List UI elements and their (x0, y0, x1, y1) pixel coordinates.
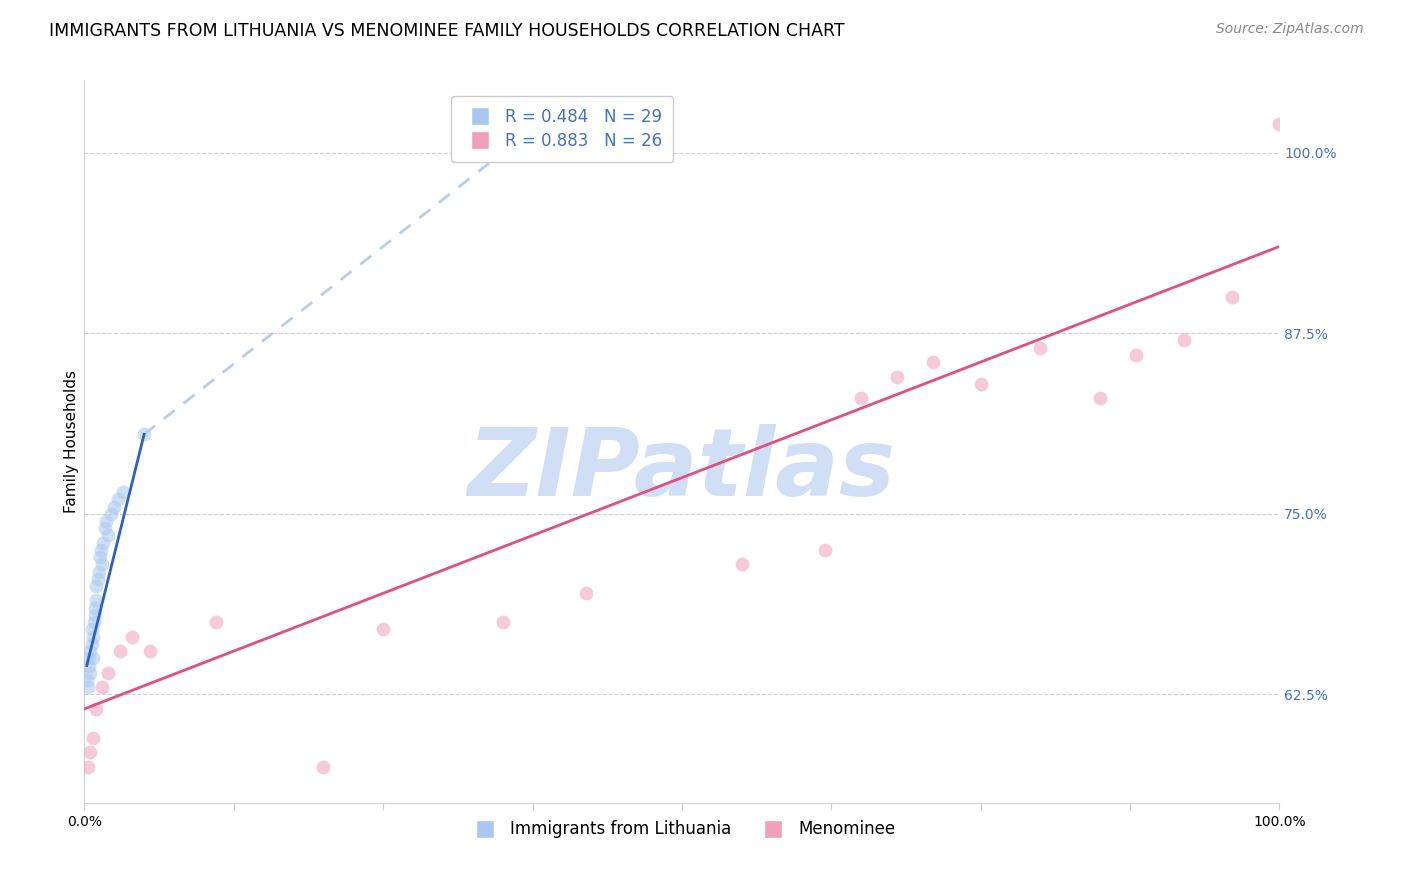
Point (312, 760, 335, 774)
Point (970, 376, 993, 391)
Point (91, 558, 114, 572)
Point (731, 558, 754, 572)
Point (76, 673, 98, 687)
Point (83, 607, 105, 622)
Point (100, 507, 122, 521)
Point (82, 651, 104, 665)
Point (110, 644, 132, 658)
Point (1125, 348, 1147, 362)
Point (97, 528, 120, 542)
Point (373, 623, 395, 637)
Point (1173, 334, 1195, 348)
Point (575, 586, 598, 600)
Point (86, 702, 108, 716)
Point (814, 542, 837, 557)
Point (93, 535, 115, 549)
Point (90, 542, 112, 557)
Point (1268, 117, 1291, 131)
Point (82, 623, 104, 637)
Point (79, 644, 101, 658)
Text: IMMIGRANTS FROM LITHUANIA VS MENOMINEE FAMILY HOUSEHOLDS CORRELATION CHART: IMMIGRANTS FROM LITHUANIA VS MENOMINEE F… (49, 22, 845, 40)
Point (79, 665, 101, 680)
Point (93, 521, 115, 535)
Point (83, 615, 105, 630)
Point (922, 355, 945, 369)
Point (80, 637, 103, 651)
Point (139, 644, 162, 658)
Point (205, 615, 228, 630)
Point (77, 658, 100, 673)
Point (87, 565, 110, 579)
Point (121, 630, 143, 644)
Text: Source: ZipAtlas.com: Source: ZipAtlas.com (1216, 22, 1364, 37)
Point (86, 593, 108, 607)
Point (84, 600, 107, 615)
Point (886, 369, 908, 384)
Y-axis label: Family Households: Family Households (63, 370, 79, 513)
Point (492, 615, 515, 630)
Text: ZIPatlas: ZIPatlas (468, 425, 896, 516)
Point (77, 680, 100, 694)
Point (132, 427, 156, 442)
Point (77, 760, 100, 774)
Point (107, 492, 129, 507)
Point (97, 665, 120, 680)
Point (1220, 290, 1243, 304)
Point (91, 680, 114, 694)
Point (89, 550, 111, 565)
Point (1029, 341, 1052, 355)
Point (94, 514, 117, 528)
Point (111, 485, 134, 500)
Point (77, 651, 100, 665)
Point (1090, 391, 1112, 405)
Point (86, 572, 108, 586)
Point (79, 745, 101, 759)
Point (86, 579, 108, 593)
Point (82, 731, 104, 745)
Point (851, 391, 873, 405)
Point (82, 630, 104, 644)
Point (103, 500, 125, 514)
Legend: Immigrants from Lithuania, Menominee: Immigrants from Lithuania, Menominee (463, 814, 901, 845)
